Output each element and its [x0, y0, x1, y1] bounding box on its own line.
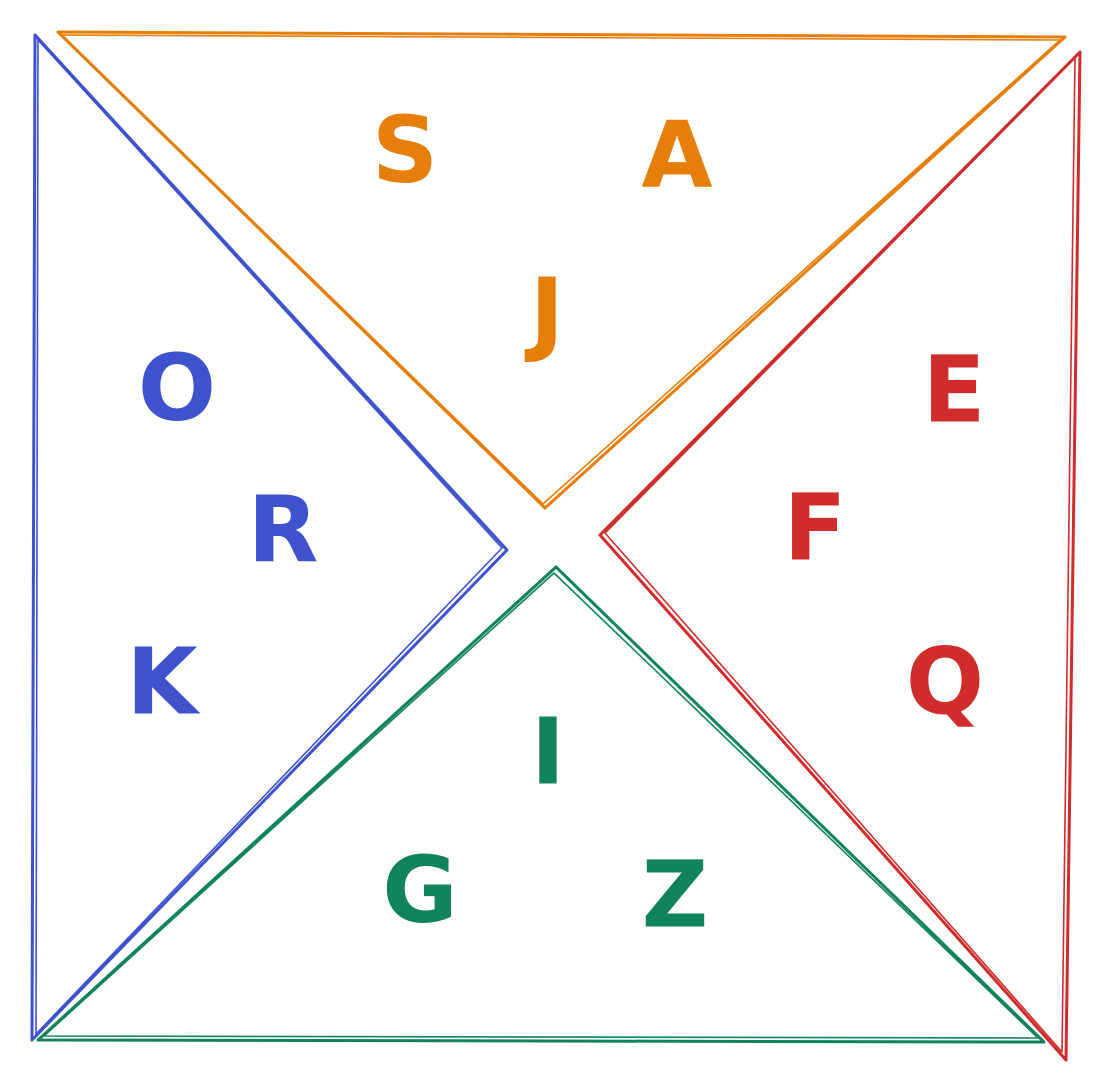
letter-Q: Q [906, 629, 984, 736]
left-triangle-outline-echo [35, 39, 503, 1035]
letter-E: E [923, 337, 986, 444]
top-triangle-outline [56, 30, 1067, 510]
right-triangle-outline [598, 50, 1082, 1062]
region-top: S A J [56, 30, 1067, 510]
right-triangle-outline-echo [604, 57, 1076, 1053]
top-triangle-outline-echo [61, 34, 1061, 505]
region-left: O R K [30, 33, 509, 1042]
letter-A: A [641, 102, 712, 209]
letter-J: J [524, 259, 564, 366]
letter-R: R [248, 477, 319, 584]
letter-Z: Z [642, 842, 709, 949]
left-triangle-outline [30, 33, 509, 1042]
letter-G: G [382, 837, 458, 944]
letter-I: I [531, 699, 565, 806]
letter-O: O [138, 335, 216, 442]
bottom-triangle-outline-echo [43, 572, 1039, 1039]
region-bottom: I G Z [36, 565, 1046, 1044]
letter-S: S [372, 97, 438, 204]
letter-F: F [784, 475, 847, 582]
letter-K: K [126, 629, 201, 736]
bottom-triangle-outline [36, 565, 1046, 1044]
region-right: E F Q [598, 50, 1082, 1062]
